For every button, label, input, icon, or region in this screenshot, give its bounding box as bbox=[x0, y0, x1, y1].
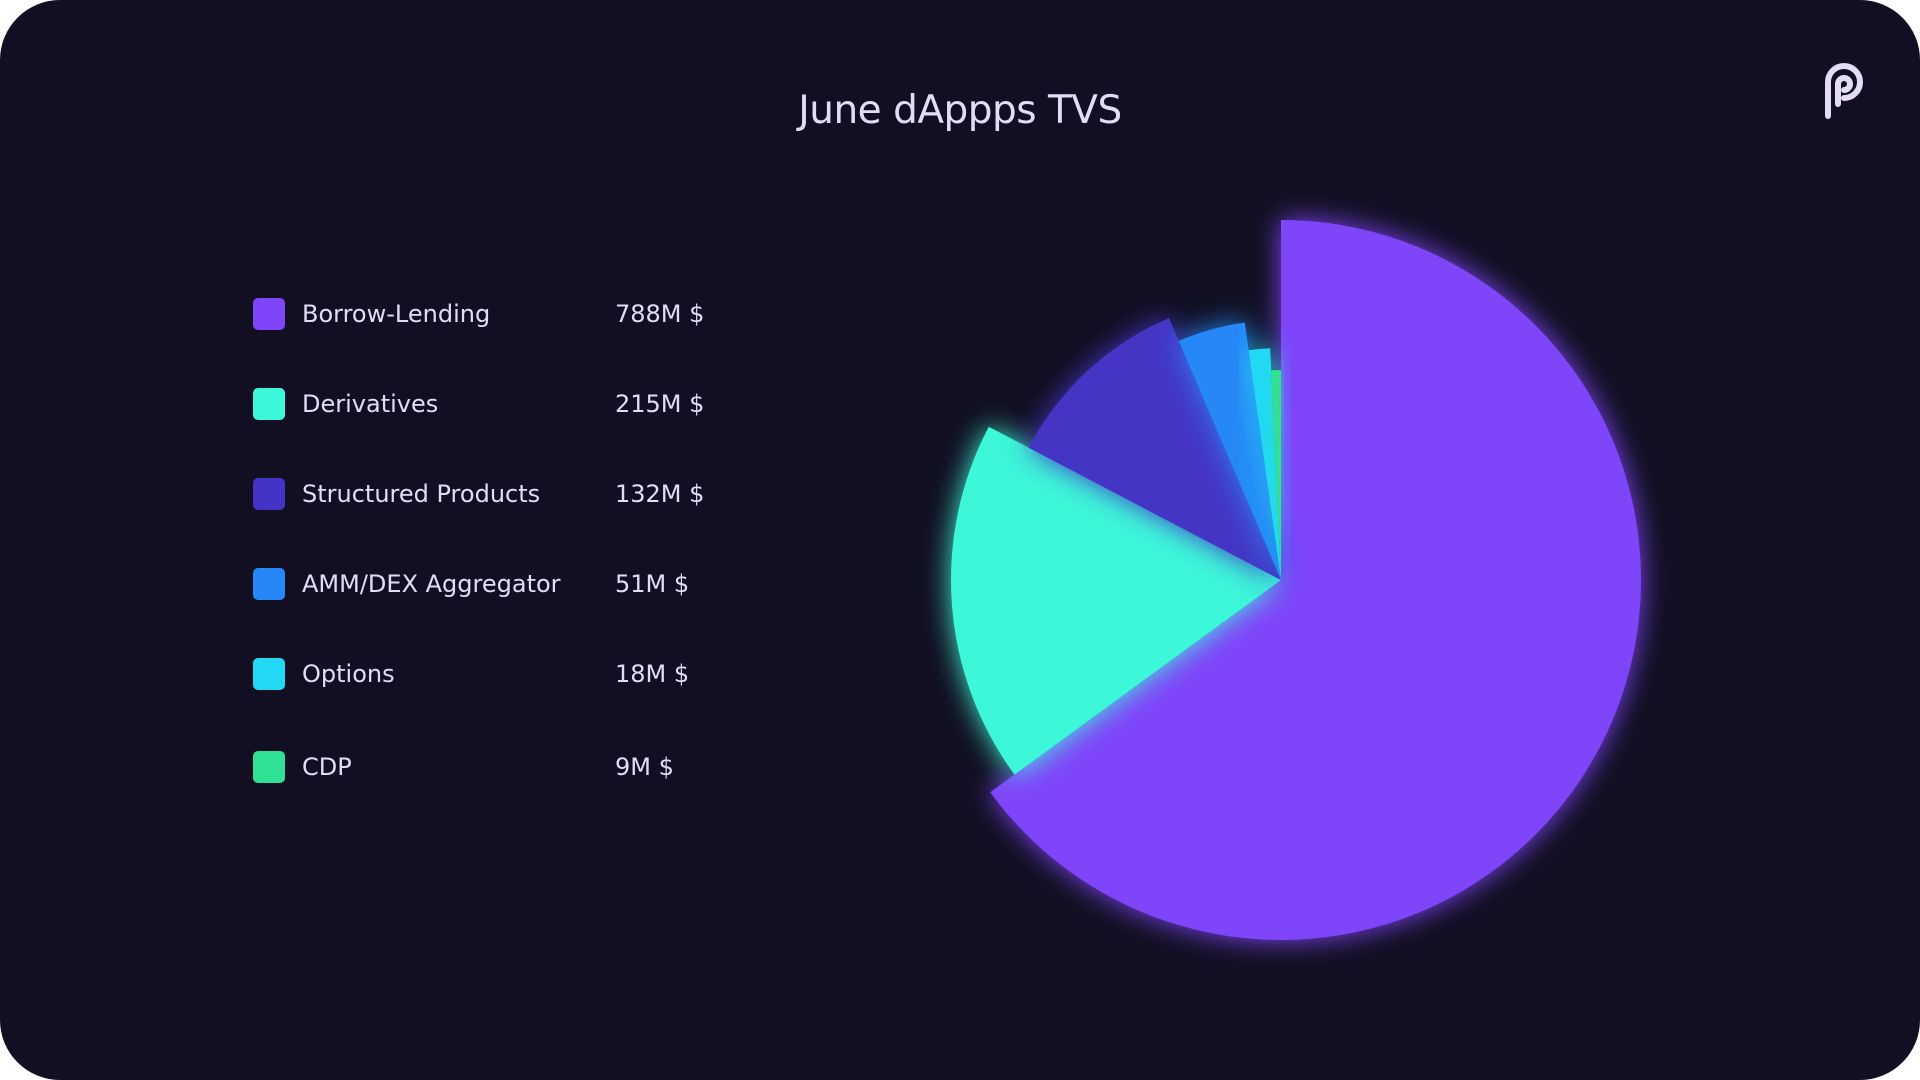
legend-swatch bbox=[253, 658, 285, 690]
chart-legend: Borrow-Lending 788M $ Derivatives 215M $… bbox=[253, 0, 773, 1080]
legend-swatch bbox=[253, 751, 285, 783]
legend-swatch bbox=[253, 388, 285, 420]
legend-value: 18M $ bbox=[615, 660, 690, 688]
legend-label: Options bbox=[302, 660, 395, 688]
legend-value: 132M $ bbox=[615, 480, 705, 508]
legend-value: 9M $ bbox=[615, 753, 674, 781]
legend-label: Borrow-Lending bbox=[302, 300, 491, 328]
legend-value: 51M $ bbox=[615, 570, 690, 598]
legend-label: CDP bbox=[302, 753, 352, 781]
legend-item: Structured Products 132M $ bbox=[253, 474, 773, 514]
legend-label: Structured Products bbox=[302, 480, 541, 508]
legend-item: Derivatives 215M $ bbox=[253, 384, 773, 424]
legend-swatch bbox=[253, 298, 285, 330]
pie-slice-borrow-lending bbox=[990, 220, 1642, 940]
legend-item: AMM/DEX Aggregator 51M $ bbox=[253, 564, 773, 604]
legend-item: Options 18M $ bbox=[253, 654, 773, 694]
pie-slice-amm-dex-aggregator bbox=[1178, 322, 1281, 580]
legend-swatch bbox=[253, 478, 285, 510]
pie-slice-structured-products bbox=[1028, 317, 1281, 580]
legend-label: Derivatives bbox=[302, 390, 439, 418]
chart-title: June dAppps TVS bbox=[798, 88, 1122, 133]
legend-value: 215M $ bbox=[615, 390, 705, 418]
pyth-logo-icon bbox=[1825, 63, 1863, 119]
legend-item: Borrow-Lending 788M $ bbox=[253, 294, 773, 334]
pie-slice-options bbox=[1248, 348, 1281, 580]
pie-slice-cdp bbox=[1271, 370, 1281, 580]
legend-item: CDP 9M $ bbox=[253, 747, 773, 787]
legend-label: AMM/DEX Aggregator bbox=[302, 570, 561, 598]
pie-slice-derivatives bbox=[950, 426, 1281, 775]
legend-value: 788M $ bbox=[615, 300, 705, 328]
legend-swatch bbox=[253, 568, 285, 600]
